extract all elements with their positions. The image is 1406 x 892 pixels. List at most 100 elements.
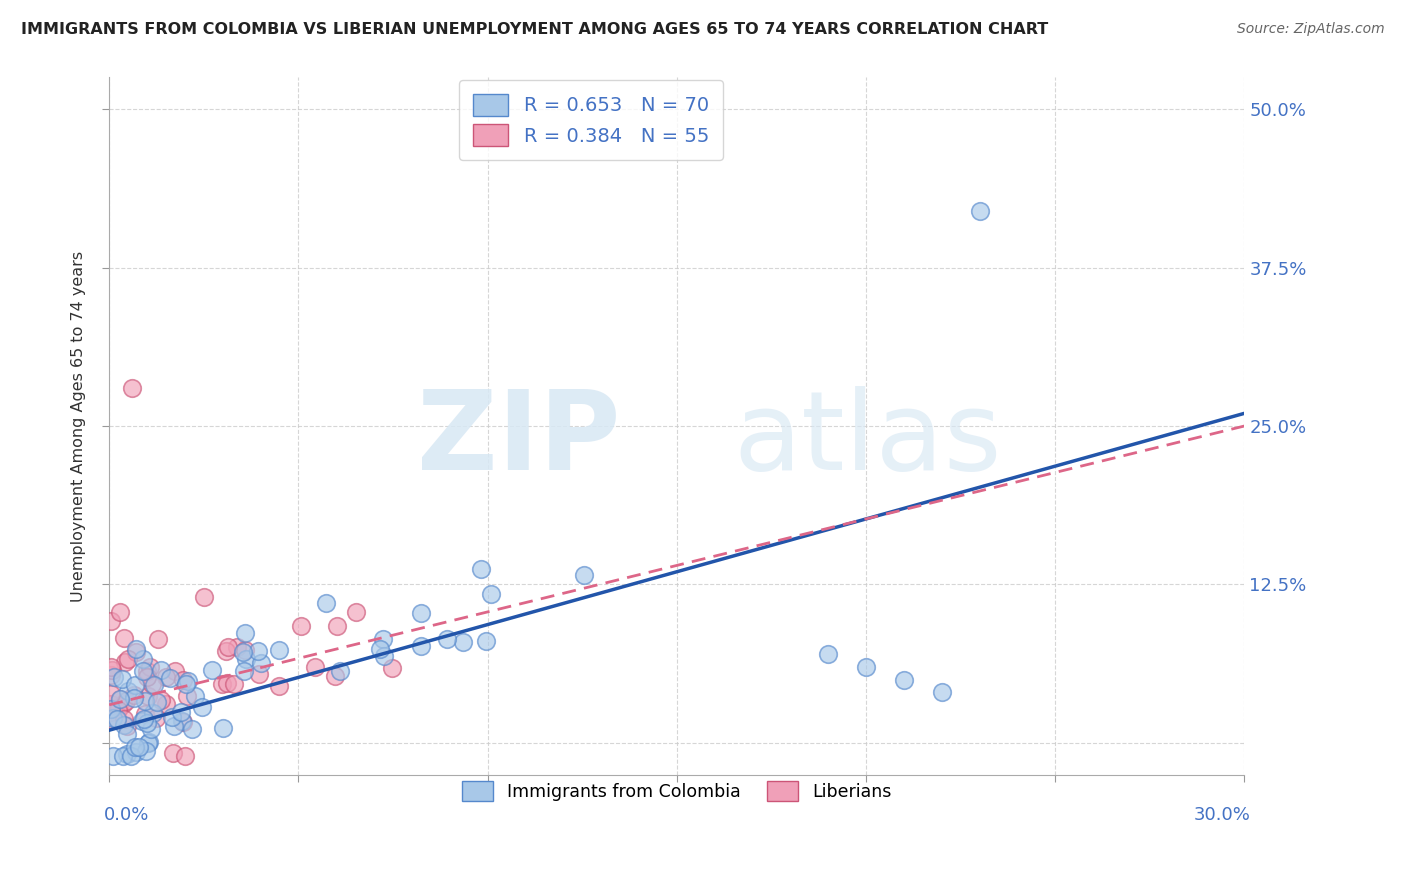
Point (100, 697, 122, 711)
Point (124, 642, 146, 657)
Point (120, 748, 142, 763)
Point (136, 670, 159, 684)
Text: atlas: atlas (734, 386, 1002, 493)
Point (134, 694, 156, 708)
Point (145, 711, 167, 725)
Point (115, 694, 138, 708)
Point (138, 660, 160, 674)
Point (105, 712, 128, 726)
Point (233, 642, 256, 657)
Point (114, 655, 136, 669)
Point (112, 712, 135, 726)
Point (172, 715, 194, 730)
Point (108, 700, 131, 714)
Point (121, 381, 143, 395)
Point (138, 735, 160, 749)
Point (136, 715, 159, 730)
Point (122, 691, 145, 706)
Point (155, 698, 177, 712)
Point (409, 639, 432, 653)
Point (215, 675, 238, 690)
Point (436, 632, 458, 647)
Point (211, 677, 233, 691)
Point (103, 711, 125, 725)
Point (141, 722, 163, 736)
Point (246, 644, 269, 658)
Point (100, 705, 122, 719)
Point (373, 648, 395, 663)
Point (574, 568, 596, 582)
Point (381, 661, 404, 675)
Point (117, 683, 139, 698)
Point (107, 704, 129, 718)
Point (108, 605, 131, 619)
Point (232, 645, 254, 659)
Point (135, 664, 157, 678)
Point (115, 747, 138, 761)
Point (368, 641, 391, 656)
Point (143, 678, 166, 692)
Point (110, 691, 132, 706)
Point (163, 664, 186, 678)
Point (100, 667, 122, 681)
Point (290, 619, 312, 633)
Point (112, 718, 135, 732)
Point (132, 712, 155, 726)
Point (170, 705, 193, 719)
Point (855, 660, 877, 674)
Point (101, 714, 124, 728)
Point (411, 607, 433, 621)
Point (124, 740, 146, 755)
Point (141, 676, 163, 690)
Point (115, 719, 138, 733)
Point (132, 652, 155, 666)
Point (931, 685, 953, 699)
Point (267, 679, 290, 693)
Point (150, 693, 173, 707)
Text: IMMIGRANTS FROM COLOMBIA VS LIBERIAN UNEMPLOYMENT AMONG AGES 65 TO 74 YEARS CORR: IMMIGRANTS FROM COLOMBIA VS LIBERIAN UNE… (21, 22, 1049, 37)
Point (451, 634, 474, 648)
Point (122, 688, 145, 702)
Point (159, 671, 181, 685)
Point (233, 626, 256, 640)
Text: 30.0%: 30.0% (1194, 806, 1250, 824)
Point (124, 678, 146, 692)
Y-axis label: Unemployment Among Ages 65 to 74 years: Unemployment Among Ages 65 to 74 years (72, 251, 86, 601)
Point (111, 748, 134, 763)
Point (173, 748, 195, 763)
Point (117, 726, 139, 740)
Point (475, 634, 498, 648)
Point (222, 676, 245, 690)
Point (136, 690, 159, 704)
Text: ZIP: ZIP (416, 386, 620, 493)
Legend: Immigrants from Colombia, Liberians: Immigrants from Colombia, Liberians (456, 773, 898, 808)
Point (100, 687, 122, 701)
Point (110, 692, 132, 706)
Point (128, 740, 150, 755)
Point (250, 656, 273, 670)
Point (177, 673, 200, 688)
Point (315, 596, 337, 610)
Point (103, 670, 125, 684)
Point (112, 631, 135, 645)
Point (134, 707, 156, 722)
Point (146, 632, 169, 647)
Point (193, 590, 215, 604)
Point (100, 663, 122, 677)
Point (172, 714, 194, 728)
Text: 0.0%: 0.0% (104, 806, 149, 824)
Point (181, 722, 204, 736)
Point (150, 663, 173, 677)
Text: Source: ZipAtlas.com: Source: ZipAtlas.com (1237, 22, 1385, 37)
Point (817, 647, 839, 661)
Point (125, 745, 148, 759)
Point (172, 673, 194, 688)
Point (201, 663, 224, 677)
Point (344, 605, 367, 619)
Point (146, 695, 169, 709)
Point (269, 643, 291, 657)
Point (235, 652, 257, 666)
Point (470, 561, 492, 575)
Point (326, 618, 349, 632)
Point (163, 719, 186, 733)
